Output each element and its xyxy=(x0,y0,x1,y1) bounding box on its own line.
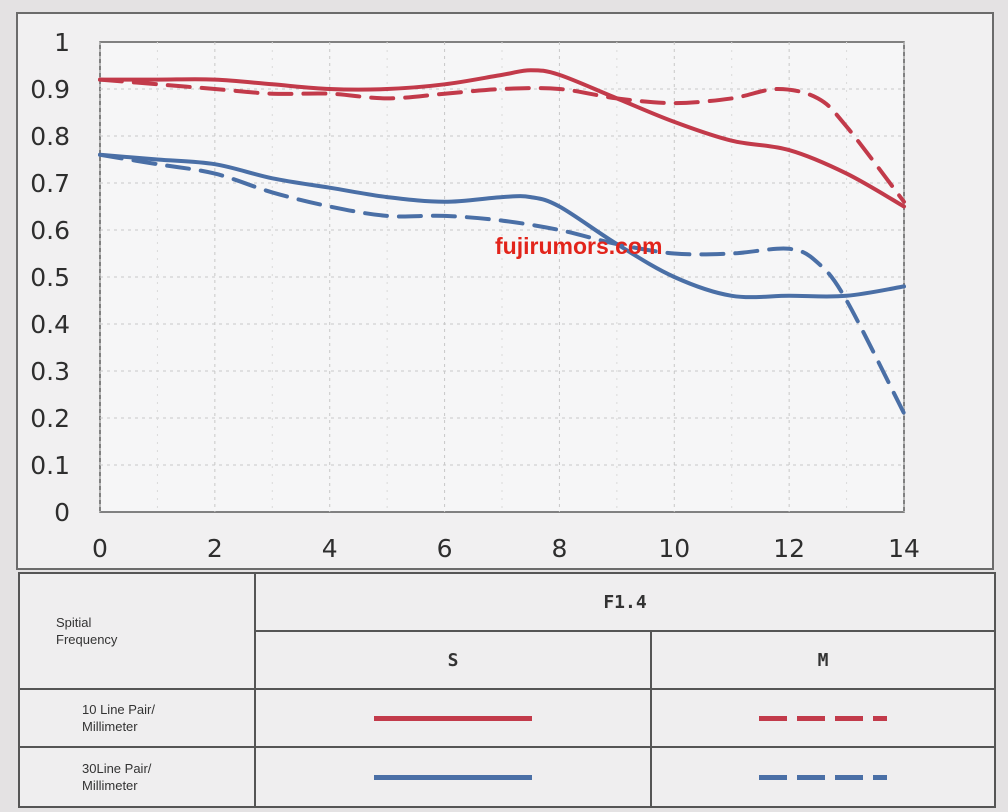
x-tick-label-4: 8 xyxy=(551,534,567,563)
row-10-label: 10 Line Pair/ Millimeter xyxy=(18,688,256,748)
legend-swatch-red-solid xyxy=(374,715,532,721)
row-30-line-2: Millimeter xyxy=(82,778,138,793)
row-10-line-1: 10 Line Pair/ xyxy=(82,702,155,717)
column-m-header: M xyxy=(650,630,996,690)
legend-10-s-cell xyxy=(254,688,652,748)
x-tick-label-0: 0 xyxy=(92,534,108,563)
aperture-header: F1.4 xyxy=(254,572,996,632)
spatial-frequency-line-1: Spitial xyxy=(56,615,92,630)
legend-table: Spitial Frequency F1.4 S M 10 Line Pair/… xyxy=(18,572,996,808)
y-tick-label-4: 0.4 xyxy=(30,310,70,339)
x-tick-label-1: 2 xyxy=(207,534,223,563)
series-line-blue-dashed xyxy=(98,152,906,416)
series-line-blue-solid xyxy=(98,152,906,300)
y-tick-label-6: 0.6 xyxy=(30,216,70,245)
y-axis-ticks: 0 0.1 0.2 0.3 0.4 0.5 0.6 0.7 0.8 0.9 1 xyxy=(30,28,70,527)
column-s-header: S xyxy=(254,630,652,690)
legend-swatch-blue-dashed xyxy=(759,774,887,780)
row-10-line-2: Millimeter xyxy=(82,719,138,734)
legend-swatch-blue-solid xyxy=(374,774,532,780)
mtf-chart: 0 0.1 0.2 0.3 0.4 0.5 0.6 0.7 0.8 0.9 1 0 2 4 6 8 10 12 1… xyxy=(30,28,920,563)
legend-30-m-cell xyxy=(650,746,996,808)
y-tick-label-8: 0.8 xyxy=(30,122,70,151)
y-tick-label-3: 0.3 xyxy=(30,357,70,386)
legend-10-m-cell xyxy=(650,688,996,748)
y-tick-label-2: 0.2 xyxy=(30,404,70,433)
x-tick-label-5: 10 xyxy=(658,534,690,563)
row-30-line-1: 30Line Pair/ xyxy=(82,761,152,776)
x-tick-label-3: 6 xyxy=(437,534,453,563)
x-axis-ticks: 0 2 4 6 8 10 12 14 xyxy=(92,534,920,563)
watermark: fujirumors.com xyxy=(495,233,662,259)
series-line-red-dashed xyxy=(98,77,906,204)
y-tick-label-9: 0.9 xyxy=(30,75,70,104)
legend-swatch-red-dashed xyxy=(759,715,887,721)
spatial-frequency-line-2: Frequency xyxy=(56,632,118,647)
series-lines xyxy=(98,68,906,416)
y-tick-label-7: 0.7 xyxy=(30,169,70,198)
series-line-red-solid xyxy=(98,68,906,209)
y-tick-label-0: 0 xyxy=(54,498,70,527)
y-tick-label-10: 1 xyxy=(54,28,70,57)
y-tick-label-1: 0.1 xyxy=(30,451,70,480)
x-tick-label-7: 14 xyxy=(888,534,920,563)
x-tick-label-2: 4 xyxy=(322,534,338,563)
row-30-label: 30Line Pair/ Millimeter xyxy=(18,746,256,808)
legend-30-s-cell xyxy=(254,746,652,808)
x-tick-label-6: 12 xyxy=(773,534,805,563)
spatial-frequency-header: Spitial Frequency xyxy=(18,572,256,690)
y-tick-label-5: 0.5 xyxy=(30,263,70,292)
